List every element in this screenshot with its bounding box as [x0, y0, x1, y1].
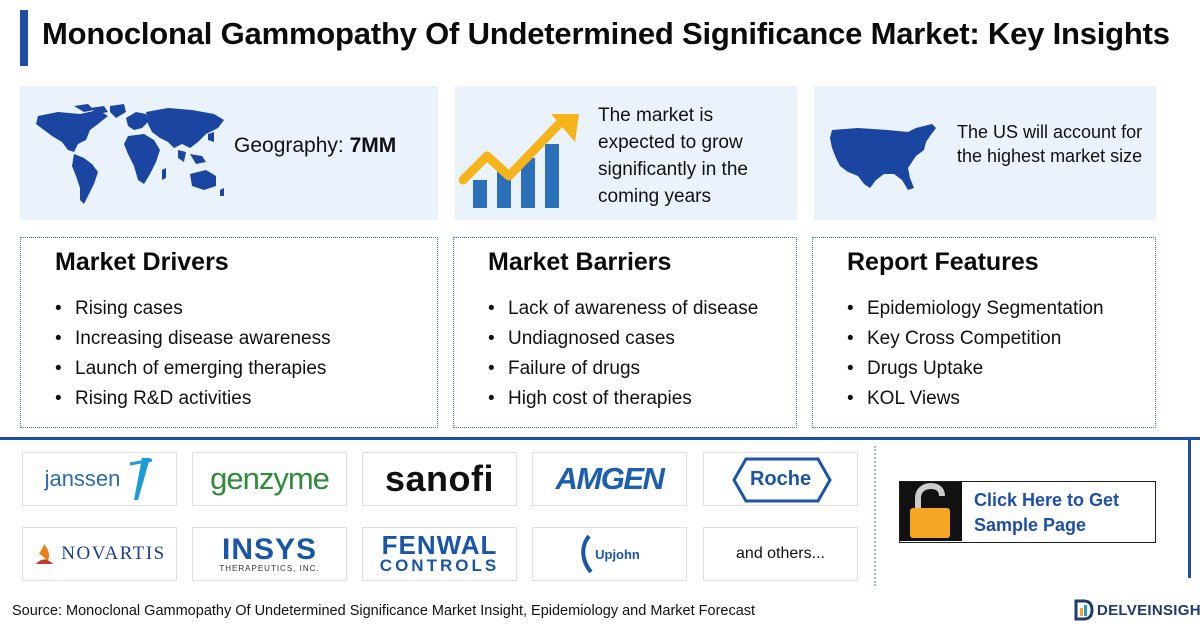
- list-item: Epidemiology Segmentation: [847, 294, 1104, 324]
- vertical-divider: [874, 446, 876, 586]
- section-divider: [0, 437, 1200, 440]
- delveinsight-logo: DELVEINSIGHT: [1074, 599, 1200, 621]
- logo-genzyme: genzyme: [192, 452, 347, 506]
- list-item: Undiagnosed cases: [488, 324, 758, 354]
- list-item: Key Cross Competition: [847, 324, 1104, 354]
- market-drivers-title: Market Drivers: [55, 248, 229, 276]
- market-drivers-list: Rising cases Increasing disease awarenes…: [55, 294, 331, 414]
- us-text: The US will account for the highest mark…: [957, 122, 1143, 166]
- list-item: Drugs Uptake: [847, 354, 1104, 384]
- novartis-flame-icon: [36, 544, 54, 564]
- logo-insys-text: INSYS: [221, 532, 318, 566]
- logo-novartis-text: NOVARTIS: [61, 543, 166, 564]
- janssen-mark-icon: [130, 458, 153, 500]
- list-item: Lack of awareness of disease: [488, 294, 758, 324]
- logo-upjohn: Upjohn: [532, 527, 687, 581]
- delveinsight-text: DELVEINSIGHT: [1097, 601, 1200, 619]
- upjohn-swoosh-icon: [581, 534, 593, 574]
- sample-page-label: Click Here to Get Sample Page: [974, 490, 1120, 535]
- world-map-icon: [36, 104, 224, 204]
- logo-roche: Roche: [703, 452, 858, 506]
- growth-chart-icon: [459, 114, 579, 208]
- logo-novartis: NOVARTIS: [22, 527, 177, 581]
- source-citation: Source: Monoclonal Gammopathy Of Undeter…: [12, 603, 756, 619]
- growth-text: The market is expected to grow significa…: [598, 105, 748, 207]
- logo-roche-text: Roche: [749, 467, 812, 490]
- geography-value: 7MM: [349, 134, 397, 157]
- title-accent-bar: [20, 10, 28, 66]
- right-edge-bar: [1188, 440, 1191, 578]
- market-drivers-box: Market Drivers Rising cases Increasing d…: [20, 237, 438, 428]
- logo-janssen-text: janssen: [44, 466, 121, 491]
- market-barriers-box: Market Barriers Lack of awareness of dis…: [453, 237, 797, 428]
- get-sample-page-button[interactable]: Click Here to Get Sample Page: [899, 481, 1156, 543]
- market-barriers-list: Lack of awareness of disease Undiagnosed…: [488, 294, 758, 414]
- us-card: The US will account for the highest mark…: [814, 86, 1156, 220]
- report-features-title: Report Features: [847, 248, 1039, 276]
- others-label: and others...: [736, 545, 825, 562]
- list-item: Rising cases: [55, 294, 331, 324]
- lock-background: [900, 482, 962, 541]
- logo-sanofi-text: sanofi: [384, 458, 494, 499]
- logo-amgen-text: AMGEN: [555, 461, 665, 496]
- list-item: Rising R&D activities: [55, 384, 331, 414]
- growth-card: The market is expected to grow significa…: [455, 86, 797, 220]
- list-item: Increasing disease awareness: [55, 324, 331, 354]
- market-barriers-title: Market Barriers: [488, 248, 672, 276]
- logo-genzyme-text: genzyme: [210, 461, 330, 496]
- list-item: High cost of therapies: [488, 384, 758, 414]
- padlock-icon: [910, 482, 950, 538]
- logo-fenwal-text: FENWAL: [381, 530, 498, 560]
- logo-amgen: AMGEN: [532, 452, 687, 506]
- geography-label: Geography:: [234, 134, 344, 157]
- us-map-icon: [830, 124, 936, 190]
- logo-insys-subtext: THERAPEUTICS, INC.: [219, 563, 320, 573]
- roche-hexagon-icon: [732, 457, 832, 503]
- report-features-box: Report Features Epidemiology Segmentatio…: [812, 237, 1156, 428]
- page-title: Monoclonal Gammopathy Of Undetermined Si…: [42, 16, 1170, 51]
- logo-insys: INSYS THERAPEUTICS, INC.: [192, 527, 347, 581]
- list-item: KOL Views: [847, 384, 1104, 414]
- logo-fenwal: FENWAL CONTROLS: [362, 527, 517, 581]
- list-item: Launch of emerging therapies: [55, 354, 331, 384]
- logo-fenwal-subtext: CONTROLS: [379, 556, 500, 575]
- delveinsight-mark-icon: [1074, 599, 1094, 621]
- list-item: Failure of drugs: [488, 354, 758, 384]
- logo-upjohn-text: Upjohn: [595, 546, 640, 562]
- others-box: and others...: [703, 527, 858, 581]
- logo-janssen: janssen: [22, 452, 177, 506]
- geography-text: Geography: 7MM: [234, 134, 396, 158]
- logo-sanofi: sanofi: [362, 452, 517, 506]
- geography-card: Geography: 7MM: [20, 86, 438, 220]
- report-features-list: Epidemiology Segmentation Key Cross Comp…: [847, 294, 1104, 414]
